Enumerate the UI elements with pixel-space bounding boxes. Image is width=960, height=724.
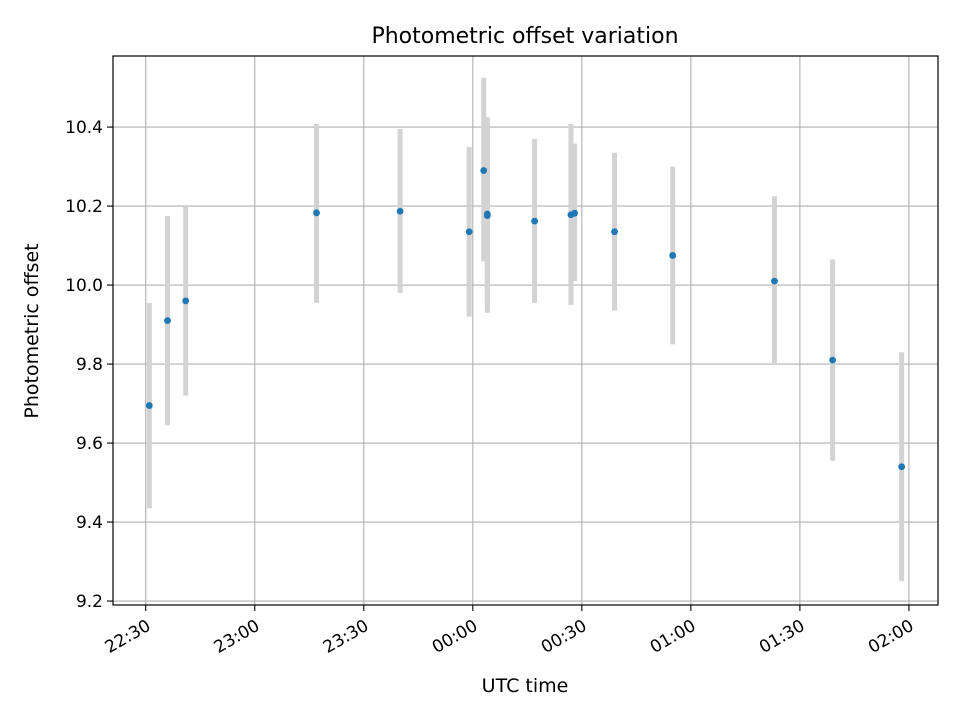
data-point xyxy=(898,463,906,471)
y-tick-label: 10.2 xyxy=(65,197,103,217)
data-point xyxy=(571,209,578,217)
data-point xyxy=(465,228,473,236)
point-layer xyxy=(145,167,906,471)
data-point xyxy=(396,207,404,215)
data-point xyxy=(480,167,488,174)
y-tick-label: 9.6 xyxy=(76,434,103,454)
y-tick-label: 9.8 xyxy=(76,355,103,375)
data-point xyxy=(829,356,837,364)
data-point xyxy=(771,277,778,285)
data-point xyxy=(182,297,190,305)
plot-frame xyxy=(112,55,939,606)
data-point xyxy=(611,228,618,236)
data-point xyxy=(483,210,491,218)
data-point xyxy=(145,402,153,409)
data-point xyxy=(164,317,171,325)
y-tick-label: 9.2 xyxy=(76,592,103,612)
y-tick-label: 10.0 xyxy=(65,276,103,296)
y-axis-ticks: 9.2 9.4 9.6 9.8 10.0 10.2 10.4 xyxy=(65,118,113,612)
y-tick-label: 10.4 xyxy=(65,118,103,138)
data-point xyxy=(313,209,320,217)
y-axis-label: Photometric offset xyxy=(21,243,43,418)
y-tick-label: 9.4 xyxy=(76,513,103,533)
data-point xyxy=(531,217,538,225)
grid-layer xyxy=(113,56,938,605)
data-point xyxy=(669,252,677,259)
chart-title: Photometric offset variation xyxy=(371,24,678,49)
x-axis-label: UTC time xyxy=(482,675,569,697)
